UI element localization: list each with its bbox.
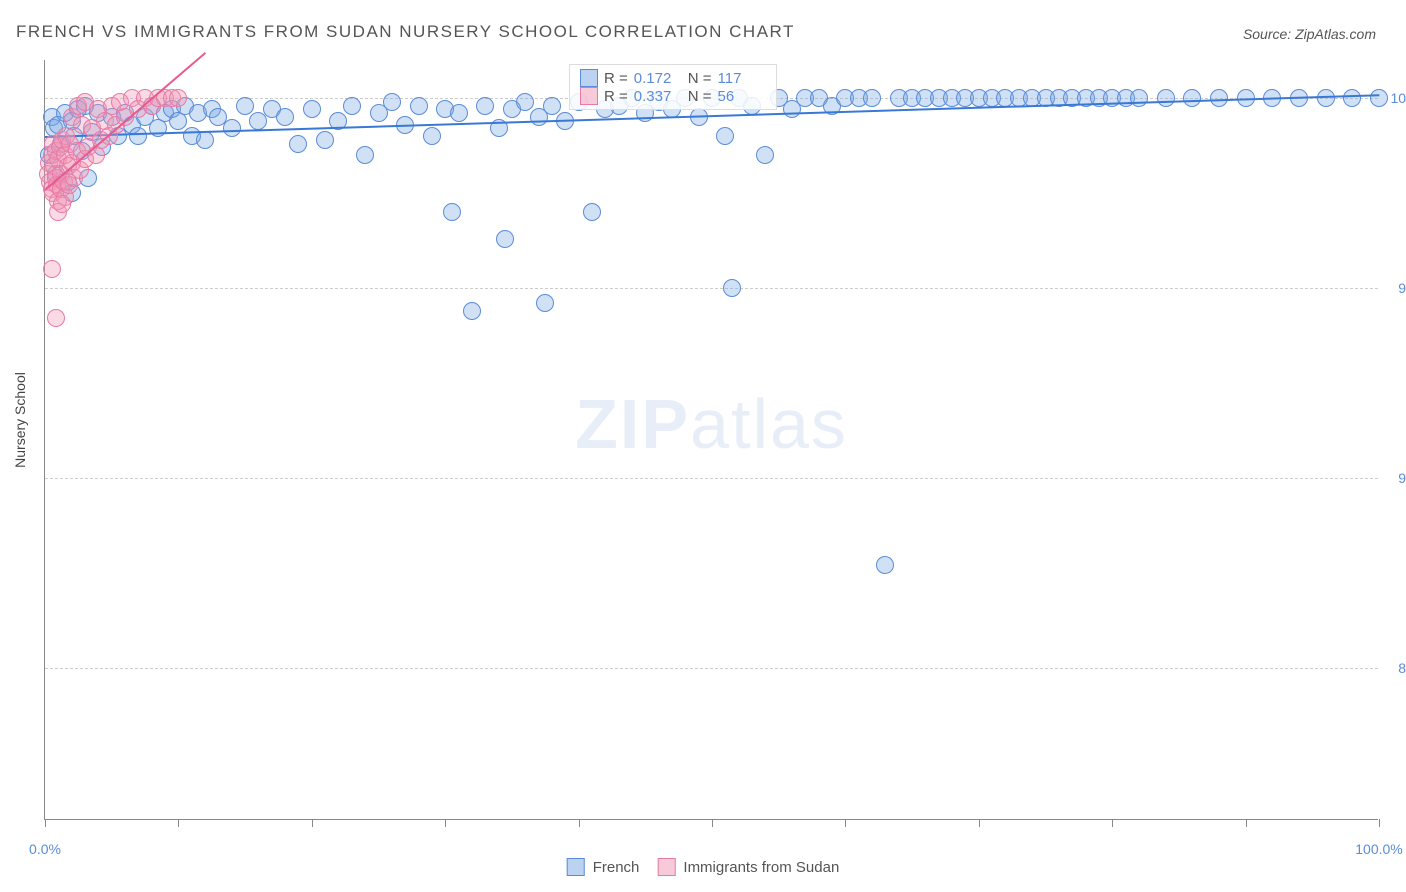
legend-item-french: French xyxy=(567,858,640,876)
data-point-french xyxy=(343,97,361,115)
data-point-french xyxy=(543,97,561,115)
data-point-french xyxy=(383,93,401,111)
data-point-french xyxy=(583,203,601,221)
stats-swatch-blue xyxy=(580,69,598,87)
x-tick-label: 100.0% xyxy=(1355,841,1402,857)
data-point-french xyxy=(129,127,147,145)
data-point-french xyxy=(1157,89,1175,107)
data-point-french xyxy=(496,230,514,248)
x-tick xyxy=(979,819,980,827)
data-point-french xyxy=(303,100,321,118)
chart-title: FRENCH VS IMMIGRANTS FROM SUDAN NURSERY … xyxy=(16,22,795,42)
legend-swatch-pink xyxy=(657,858,675,876)
data-point-french xyxy=(536,294,554,312)
gridline-horizontal xyxy=(45,668,1378,669)
data-point-french xyxy=(316,131,334,149)
x-tick xyxy=(1246,819,1247,827)
data-point-french xyxy=(476,97,494,115)
x-tick xyxy=(845,819,846,827)
stats-row-sudan: R =0.337N =56 xyxy=(580,87,766,105)
data-point-french xyxy=(223,119,241,137)
data-point-french xyxy=(289,135,307,153)
data-point-french xyxy=(1343,89,1361,107)
x-tick xyxy=(712,819,713,827)
x-tick xyxy=(445,819,446,827)
data-point-french xyxy=(1183,89,1201,107)
y-tick-label: 90.0% xyxy=(1398,470,1406,486)
data-point-french xyxy=(723,279,741,297)
data-point-sudan xyxy=(47,309,65,327)
data-point-french xyxy=(196,131,214,149)
data-point-french xyxy=(863,89,881,107)
x-tick xyxy=(579,819,580,827)
scatter-chart-area: ZIPatlas 85.0%90.0%95.0%100.0%0.0%100.0%… xyxy=(44,60,1378,820)
data-point-sudan xyxy=(53,195,71,213)
x-tick xyxy=(312,819,313,827)
x-tick xyxy=(1379,819,1380,827)
data-point-french xyxy=(1130,89,1148,107)
stats-legend-box: R =0.172N =117R =0.337N =56 xyxy=(569,64,777,110)
data-point-french xyxy=(276,108,294,126)
data-point-french xyxy=(716,127,734,145)
data-point-french xyxy=(876,556,894,574)
data-point-french xyxy=(443,203,461,221)
bottom-legend: French Immigrants from Sudan xyxy=(567,858,840,876)
y-tick-label: 85.0% xyxy=(1398,660,1406,676)
data-point-french xyxy=(450,104,468,122)
legend-label-sudan: Immigrants from Sudan xyxy=(683,859,839,876)
stats-swatch-pink xyxy=(580,87,598,105)
data-point-french xyxy=(410,97,428,115)
gridline-horizontal xyxy=(45,288,1378,289)
x-tick-label: 0.0% xyxy=(29,841,61,857)
legend-label-french: French xyxy=(593,859,640,876)
source-attribution: Source: ZipAtlas.com xyxy=(1243,26,1376,42)
y-tick-label: 95.0% xyxy=(1398,280,1406,296)
x-tick xyxy=(1112,819,1113,827)
data-point-french xyxy=(516,93,534,111)
x-tick xyxy=(178,819,179,827)
data-point-french xyxy=(756,146,774,164)
data-point-french xyxy=(356,146,374,164)
data-point-french xyxy=(423,127,441,145)
y-tick-label: 100.0% xyxy=(1391,90,1406,106)
x-tick xyxy=(45,819,46,827)
data-point-sudan xyxy=(169,89,187,107)
gridline-horizontal xyxy=(45,478,1378,479)
watermark: ZIPatlas xyxy=(575,384,848,464)
data-point-french xyxy=(1370,89,1388,107)
stats-row-french: R =0.172N =117 xyxy=(580,69,766,87)
legend-item-sudan: Immigrants from Sudan xyxy=(657,858,839,876)
data-point-french xyxy=(463,302,481,320)
y-axis-label: Nursery School xyxy=(12,372,28,468)
data-point-sudan xyxy=(43,260,61,278)
legend-swatch-blue xyxy=(567,858,585,876)
data-point-french xyxy=(236,97,254,115)
